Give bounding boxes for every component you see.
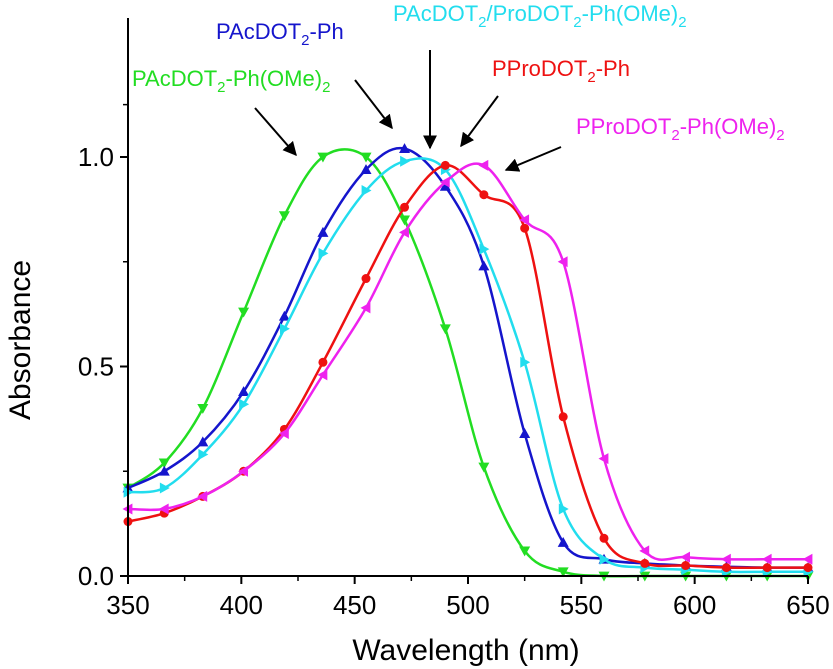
data-point — [198, 448, 209, 460]
data-point — [318, 247, 329, 259]
x-tick-label: 350 — [106, 590, 149, 620]
annotations-layer: PAcDOT2-Ph(OMe)2 PAcDOT2-Ph PAcDOT2/ProDOT… — [132, 1, 785, 172]
data-point — [197, 490, 208, 502]
x-tick-label: 400 — [220, 590, 263, 620]
data-point — [399, 226, 409, 238]
y-axis-label: Absorbance — [4, 260, 37, 420]
data-point — [239, 398, 250, 410]
data-point — [599, 553, 610, 565]
data-point — [439, 324, 451, 335]
data-point — [520, 356, 531, 368]
data-point — [519, 428, 531, 438]
data-point — [681, 561, 691, 571]
annotation-label: PAcDOT2-Ph — [216, 19, 344, 49]
data-point — [197, 436, 209, 447]
x-tick-label: 500 — [446, 590, 489, 620]
data-point — [360, 152, 372, 163]
y-tick-label: 0.5 — [78, 352, 114, 382]
data-point — [317, 152, 329, 163]
data-point — [158, 465, 170, 476]
data-point — [238, 307, 250, 318]
data-point — [599, 533, 609, 543]
data-point — [640, 558, 650, 568]
x-axis-label: Wavelength (nm) — [352, 634, 579, 667]
data-point — [479, 190, 489, 200]
data-point — [439, 176, 450, 188]
data-point — [238, 386, 250, 397]
data-point — [520, 223, 530, 233]
data-point — [519, 546, 531, 557]
data-point — [318, 357, 328, 367]
data-point — [399, 143, 411, 154]
series-line — [127, 157, 808, 574]
annotation-label: PAcDOT2-Ph(OMe)2 — [132, 66, 330, 96]
series-2 — [123, 155, 814, 578]
x-tick-label: 600 — [673, 590, 716, 620]
data-point — [557, 256, 568, 268]
data-point — [361, 274, 371, 284]
data-point — [400, 202, 410, 212]
data-point — [557, 567, 569, 578]
y-tick-label: 1.0 — [78, 142, 114, 172]
x-tick-label: 450 — [333, 590, 376, 620]
y-tick-label: 0.0 — [78, 561, 114, 591]
x-tick-label: 650 — [786, 590, 829, 620]
data-point — [360, 164, 372, 174]
data-point — [761, 553, 772, 565]
data-point — [361, 185, 372, 197]
data-point — [197, 404, 209, 414]
data-point — [803, 563, 813, 573]
data-point — [557, 536, 569, 547]
annotation-label: PAcDOT2/ProDOT2-Ph(OMe)2 — [393, 1, 687, 31]
data-point — [639, 545, 650, 557]
data-point — [478, 159, 489, 171]
data-point — [762, 563, 772, 573]
data-point — [400, 155, 411, 167]
series-4 — [122, 159, 813, 565]
data-point — [278, 428, 289, 440]
data-point — [439, 180, 451, 191]
data-point — [278, 310, 290, 321]
data-point — [720, 553, 731, 565]
data-point — [317, 369, 328, 381]
data-point — [680, 551, 690, 563]
data-point — [238, 465, 248, 477]
data-point — [558, 412, 568, 422]
data-point — [802, 553, 813, 565]
x-tick-label: 550 — [560, 590, 603, 620]
data-point — [158, 458, 170, 469]
annotation-arrow — [460, 95, 499, 148]
series-layer — [122, 143, 814, 582]
annotation-arrow — [254, 107, 297, 157]
data-point — [360, 302, 371, 314]
annotation-label: PProDOT2-Ph(OMe)2 — [576, 114, 785, 144]
data-point — [317, 226, 329, 237]
data-point — [478, 260, 490, 271]
data-point — [278, 211, 290, 222]
annotation-arrow — [354, 79, 393, 130]
axes-layer: 350 400 450 500 550 600 650 0.0 0.5 1.0 — [78, 18, 830, 620]
series-0 — [122, 148, 814, 582]
data-point — [519, 214, 530, 226]
annotation-label: PProDOT2-Ph — [492, 56, 630, 86]
data-point — [159, 482, 170, 494]
data-point — [721, 563, 731, 573]
data-point — [399, 215, 411, 226]
data-point — [558, 503, 569, 515]
annotation-arrow — [504, 146, 562, 172]
data-point — [440, 160, 450, 170]
data-point — [598, 453, 609, 465]
data-point — [479, 243, 490, 255]
data-point — [158, 503, 169, 515]
data-point — [280, 323, 290, 335]
data-point — [478, 462, 490, 473]
